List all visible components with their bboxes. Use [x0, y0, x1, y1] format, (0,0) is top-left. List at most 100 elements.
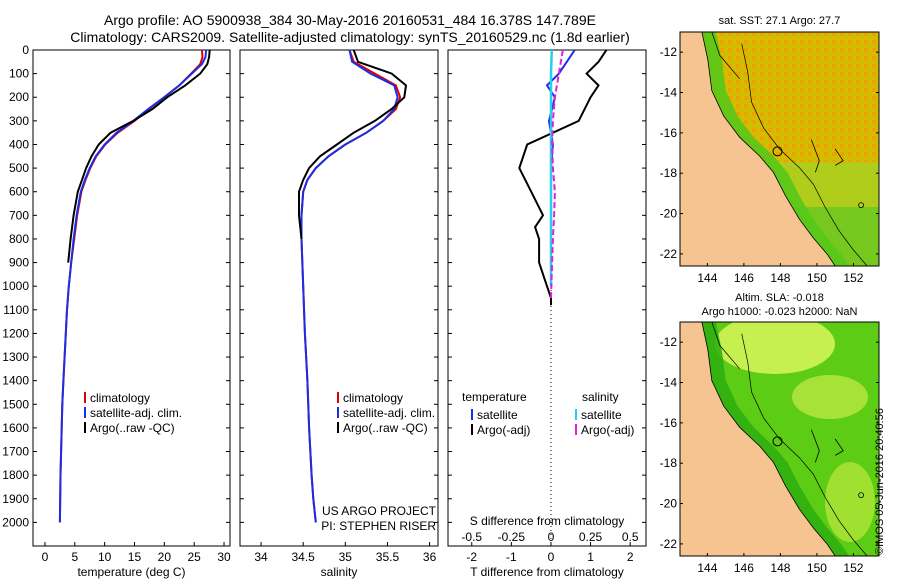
panel-frame — [447, 49, 647, 547]
legend-label: satellite-adj. clim. — [343, 406, 435, 420]
y-tick-label: 600 — [9, 185, 29, 199]
reef-outline — [834, 438, 844, 456]
x-tick-label: 34.5 — [292, 550, 316, 564]
panel-frame — [239, 49, 439, 547]
legend-label: climatology — [343, 391, 403, 405]
profile-panel-3: -2 -1 0 1 2T difference from climatology -0.5… — [447, 49, 647, 579]
argo-float-marker — [772, 146, 783, 157]
x-tick-label: 20 — [158, 550, 172, 564]
series-line-climatology — [300, 49, 402, 523]
x-tick-label: 25 — [188, 550, 202, 564]
lat-tick-label: -20 — [660, 497, 678, 511]
series-line-t-argo-adj- — [518, 49, 608, 306]
y-tick-label: 0 — [22, 43, 29, 57]
profile-panel-1: 0100200300400500600700800900100011001200… — [2, 43, 231, 579]
x-tick-label: 5 — [71, 550, 78, 564]
s-axis-label: S difference from climatology — [470, 514, 625, 528]
figure-title-line-2: Climatology: CARS2009. Satellite-adjuste… — [70, 29, 630, 45]
legend-header-temperature: temperature — [462, 390, 527, 404]
s-tick-label: 0 — [548, 530, 555, 544]
lon-tick-label: 152 — [843, 561, 863, 575]
s-tick-label: 0.25 — [579, 530, 603, 544]
lat-tick-label: -18 — [660, 456, 678, 470]
sla-high-patch — [825, 462, 875, 542]
x-tick-label: 15 — [128, 550, 142, 564]
legend-label: satellite — [581, 408, 622, 422]
sla-high-patch — [715, 322, 835, 374]
lon-tick-label: 144 — [697, 271, 717, 285]
y-tick-label: 1400 — [2, 374, 29, 388]
legend-label: satellite — [477, 408, 518, 422]
sst-map: -12 -14 -16 -18 -20 -22 144 146 148 150 152 sat. SS… — [660, 15, 880, 285]
lat-tick-label: -12 — [660, 45, 678, 59]
x-axis-label: temperature (deg C) — [77, 565, 185, 579]
sla-map: -12 -14 -16 -18 -20 -22 144 146 148 150 152 Altim. … — [660, 292, 880, 575]
x-tick-label: 2 — [627, 550, 634, 564]
figure-title-line-1: Argo profile: AO 5900938_384 30-May-2016… — [104, 12, 596, 28]
depth-contour — [711, 322, 740, 370]
y-tick-label: 1800 — [2, 468, 29, 482]
series-line-climatology — [58, 49, 204, 523]
y-tick-label: 1100 — [3, 303, 29, 317]
lat-tick-label: -22 — [660, 247, 678, 261]
reef-outline — [858, 492, 864, 499]
argo-float-marker — [772, 436, 783, 447]
land-mass — [680, 32, 836, 266]
x-tick-label: -2 — [466, 550, 477, 564]
x-tick-label: 1 — [587, 550, 594, 564]
y-tick-label: 400 — [9, 137, 29, 151]
s-tick-label: -0.5 — [461, 530, 482, 544]
series-line-argo-raw-qc- — [298, 49, 408, 240]
lat-tick-label: -22 — [660, 537, 678, 551]
sla-high-patch — [792, 375, 868, 419]
y-tick-label: 900 — [9, 256, 29, 270]
y-tick-label: 800 — [9, 232, 29, 246]
panel-frame — [32, 49, 231, 547]
x-tick-label: -1 — [506, 550, 517, 564]
legend-label: climatology — [90, 391, 150, 405]
y-tick-label: 2000 — [2, 515, 29, 529]
lon-tick-label: 150 — [807, 561, 827, 575]
y-tick-label: 700 — [9, 208, 29, 222]
sla-map-title-1: Altim. SLA: -0.018 — [735, 292, 824, 304]
x-tick-label: 35.5 — [376, 550, 400, 564]
sst-map-field — [680, 32, 879, 266]
map-frame — [679, 31, 880, 267]
legend-header-salinity: salinity — [582, 390, 619, 404]
lat-tick-label: -16 — [660, 416, 678, 430]
x-tick-label: 35 — [339, 550, 353, 564]
legend-label: Argo(..raw -QC) — [343, 421, 428, 435]
map-frame — [679, 321, 880, 557]
copyright-stamp: ©IMOS 05-Jun-2016 20:40:56 — [874, 408, 886, 555]
lon-tick-label: 150 — [807, 271, 827, 285]
depth-contour — [711, 32, 740, 80]
legend-label: satellite-adj. clim. — [90, 406, 182, 420]
x-tick-label: 0 — [548, 550, 555, 564]
y-tick-label: 200 — [9, 90, 29, 104]
y-tick-label: 1500 — [2, 397, 29, 411]
lon-tick-label: 146 — [734, 561, 754, 575]
depth-contour — [741, 333, 868, 556]
lon-tick-label: 144 — [697, 561, 717, 575]
annotation-text: PI: STEPHEN RISER — [321, 519, 436, 533]
lat-tick-label: -12 — [660, 335, 678, 349]
depth-contour — [741, 43, 868, 266]
y-tick-label: 1900 — [2, 492, 29, 506]
series-line-satellite-adj-clim- — [300, 49, 399, 523]
lat-tick-label: -18 — [660, 166, 678, 180]
y-tick-label: 1700 — [2, 445, 29, 459]
sla-map-field — [680, 322, 879, 556]
s-tick-label: 0.5 — [622, 530, 639, 544]
x-tick-label: 0 — [42, 550, 49, 564]
series-line-argo-raw-qc- — [67, 49, 211, 263]
lon-tick-label: 148 — [770, 271, 790, 285]
y-tick-label: 1000 — [2, 279, 29, 293]
land-mass — [680, 322, 836, 556]
sla-map-title-2: Argo h1000: -0.023 h2000: NaN — [702, 306, 858, 318]
legend-label: Argo(-adj) — [581, 423, 634, 437]
series-line-s-satellite — [549, 49, 554, 287]
x-axis-label: T difference from climatology — [470, 565, 624, 579]
lat-tick-label: -20 — [660, 207, 678, 221]
x-tick-label: 30 — [217, 550, 231, 564]
